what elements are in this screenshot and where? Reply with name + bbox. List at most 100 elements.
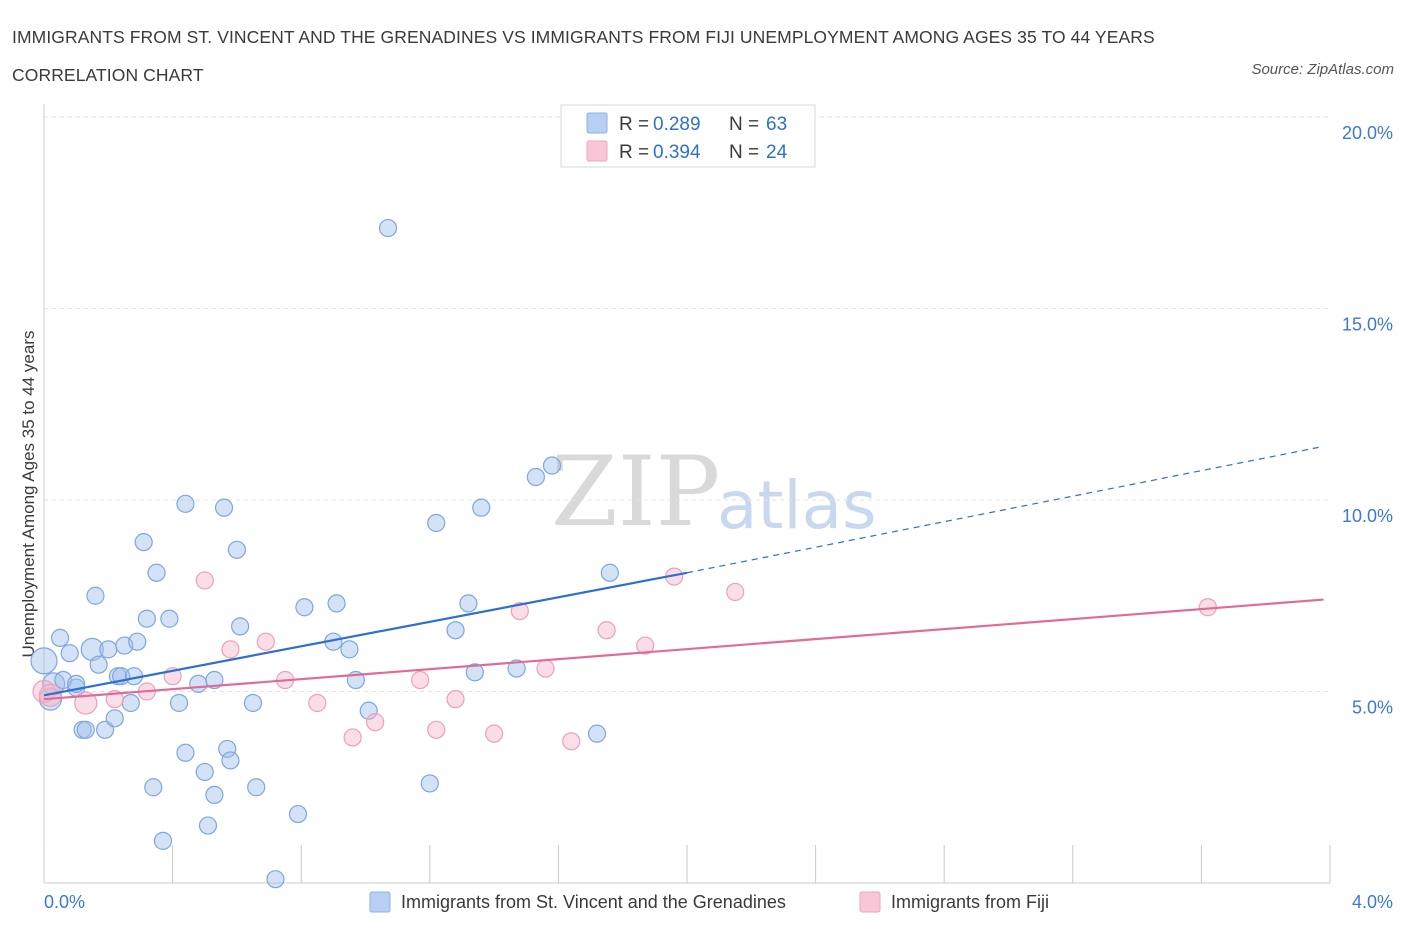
fiji-point: [536, 659, 555, 678]
fiji-point: [74, 691, 98, 715]
chart-title: IMMIGRANTS FROM ST. VINCENT AND THE GREN…: [12, 27, 1155, 85]
st-vincent-point: [221, 751, 240, 770]
fiji-trend-line: [43, 598, 1324, 701]
series-st-vincent-points: [30, 218, 619, 889]
fiji-point: [411, 670, 430, 690]
fiji-point: [195, 571, 214, 590]
st-vincent-point: [169, 693, 189, 713]
fiji-point: [308, 693, 327, 713]
st-vincent-point: [526, 467, 545, 487]
st-vincent-point: [214, 498, 234, 517]
fiji-point: [485, 724, 504, 743]
st-vincent-point: [176, 743, 195, 762]
st-vincent-point: [86, 586, 105, 605]
st-vincent-point: [288, 804, 308, 824]
st-vincent-point: [80, 637, 104, 661]
top-legend: R = 0.289 N = 63 R = 0.394 N = 24: [560, 104, 816, 168]
fiji-point: [510, 601, 529, 621]
st-vincent-point: [147, 563, 166, 582]
x-tick-label-max: 4.0%: [1352, 892, 1393, 912]
series-fiji-points: [32, 567, 1217, 751]
legend-n-value-blue: 63: [766, 114, 787, 135]
legend-r-label-pink: R =: [619, 142, 649, 163]
y-tick-label: 20.0%: [1342, 123, 1393, 143]
st-vincent-point: [459, 594, 478, 613]
st-vincent-point: [359, 701, 378, 720]
st-vincent-point: [76, 720, 95, 739]
watermark-atlas: atlas: [717, 467, 877, 544]
x-tick-label-min: 0.0%: [44, 892, 85, 912]
fiji-point: [256, 632, 275, 651]
bottom-legend-label-blue: Immigrants from St. Vincent and the Gren…: [401, 892, 786, 912]
st-vincent-point: [266, 870, 285, 889]
y-tick-label: 15.0%: [1342, 315, 1393, 335]
st-vincent-point: [446, 621, 465, 640]
fiji-point: [562, 732, 581, 751]
legend-r-value-blue: 0.289: [653, 114, 701, 135]
y-tick-labels: 5.0% 10.0% 15.0% 20.0%: [1342, 123, 1393, 718]
st-vincent-point: [587, 724, 607, 743]
st-vincent-point: [205, 785, 224, 805]
legend-swatch-pink: [586, 140, 608, 162]
fiji-point: [343, 728, 362, 747]
st-vincent-point: [60, 644, 79, 663]
fiji-point: [636, 636, 655, 655]
fiji-point: [366, 713, 385, 732]
st-vincent-trend-line: [43, 571, 688, 697]
fiji-point: [597, 621, 616, 640]
st-vincent-point: [327, 594, 346, 613]
legend-n-label-pink: N =: [729, 142, 759, 163]
st-vincent-point: [99, 640, 118, 659]
watermark-zip: ZIP: [551, 436, 720, 548]
st-vincent-point: [465, 663, 484, 682]
st-vincent-point: [134, 533, 153, 552]
fiji-point: [726, 582, 745, 602]
trend-lines: [43, 445, 1324, 701]
watermark: ZIP atlas: [551, 436, 877, 548]
st-vincent-point: [218, 739, 237, 759]
st-vincent-point: [128, 632, 147, 651]
st-vincent-point: [427, 513, 446, 533]
st-vincent-point: [160, 609, 179, 628]
fiji-point: [38, 683, 63, 707]
st-vincent-point: [195, 762, 214, 782]
st-vincent-point: [137, 609, 156, 628]
st-vincent-point: [243, 693, 263, 713]
st-vincent-point: [231, 617, 250, 636]
st-vincent-point: [340, 640, 359, 659]
st-vincent-point: [89, 655, 108, 674]
st-vincent-point: [121, 693, 140, 713]
y-axis-title: Unemployment Among Ages 35 to 44 years: [19, 331, 38, 658]
y-tick-label: 5.0%: [1352, 698, 1393, 718]
fiji-point: [32, 679, 56, 704]
fiji-point: [221, 640, 240, 659]
st-vincent-point: [176, 494, 195, 513]
fiji-point: [446, 690, 465, 709]
bottom-legend-label-pink: Immigrants from Fiji: [891, 892, 1049, 912]
st-vincent-point: [295, 598, 314, 617]
st-vincent-point: [205, 670, 224, 690]
legend-swatch-blue: [586, 112, 608, 134]
st-vincent-point: [472, 498, 491, 517]
st-vincent-point: [50, 628, 70, 647]
gridlines: [44, 116, 1330, 692]
st-vincent-point: [105, 709, 124, 728]
y-tick-label: 10.0%: [1342, 506, 1393, 526]
source-credit: Source: ZipAtlas.com: [1251, 61, 1394, 78]
st-vincent-point: [507, 659, 526, 678]
st-vincent-point: [189, 674, 208, 693]
st-vincent-point: [420, 774, 439, 793]
st-vincent-point: [227, 540, 246, 559]
fiji-point: [427, 720, 446, 739]
st-vincent-point: [247, 778, 266, 797]
legend-n-label-blue: N =: [729, 114, 759, 135]
st-vincent-point: [153, 831, 173, 850]
legend-n-value-pink: 24: [766, 142, 788, 163]
bottom-legend: Immigrants from St. Vincent and the Gren…: [369, 891, 1049, 913]
st-vincent-point: [144, 778, 163, 797]
bottom-legend-swatch-blue: [369, 891, 391, 913]
st-vincent-point: [198, 816, 218, 835]
st-vincent-point: [542, 456, 562, 475]
st-vincent-point: [30, 647, 58, 675]
